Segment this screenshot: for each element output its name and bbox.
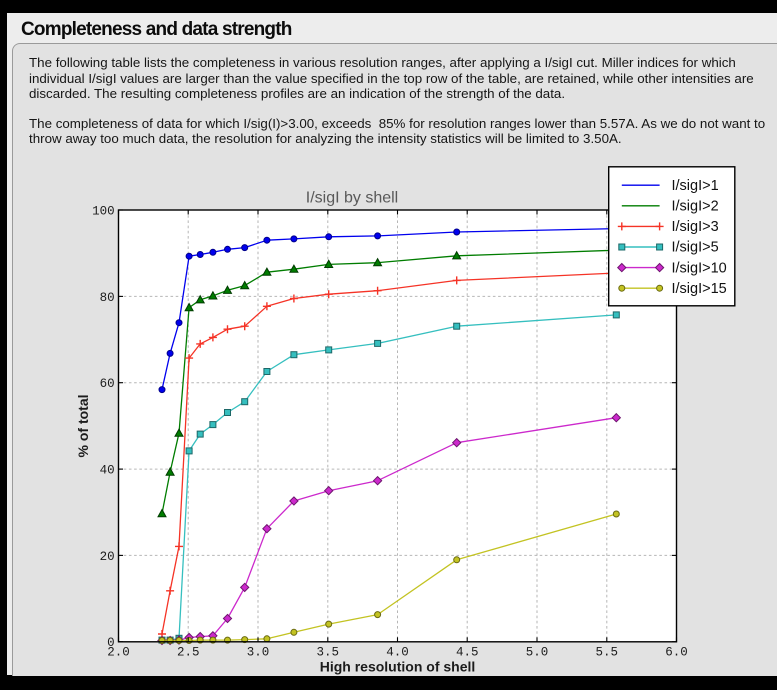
svg-text:0: 0	[107, 636, 115, 650]
svg-text:3.0: 3.0	[247, 646, 270, 660]
svg-text:I/sigI by shell: I/sigI by shell	[306, 190, 398, 207]
svg-text:40: 40	[100, 464, 115, 478]
svg-text:2.5: 2.5	[177, 646, 200, 660]
svg-text:4.5: 4.5	[456, 646, 479, 660]
svg-text:60: 60	[100, 377, 115, 391]
svg-text:80: 80	[100, 291, 115, 305]
svg-text:4.0: 4.0	[386, 646, 409, 660]
svg-text:I/sigI>15: I/sigI>15	[672, 281, 727, 297]
svg-text:I/sigI>5: I/sigI>5	[672, 240, 719, 256]
svg-text:3.5: 3.5	[317, 646, 340, 660]
svg-text:% of total: % of total	[75, 395, 91, 458]
svg-text:100: 100	[92, 204, 115, 218]
svg-text:I/sigI>10: I/sigI>10	[672, 260, 727, 276]
svg-text:20: 20	[100, 550, 115, 564]
svg-text:6.0: 6.0	[665, 646, 688, 660]
svg-text:I/sigI>2: I/sigI>2	[672, 199, 719, 215]
svg-text:5.0: 5.0	[526, 646, 549, 660]
svg-text:5.5: 5.5	[596, 646, 619, 660]
svg-text:I/sigI>1: I/sigI>1	[672, 178, 719, 194]
svg-text:2.0: 2.0	[107, 646, 130, 660]
svg-text:High resolution of shell: High resolution of shell	[320, 658, 476, 674]
svg-text:I/sigI>3: I/sigI>3	[672, 219, 719, 235]
